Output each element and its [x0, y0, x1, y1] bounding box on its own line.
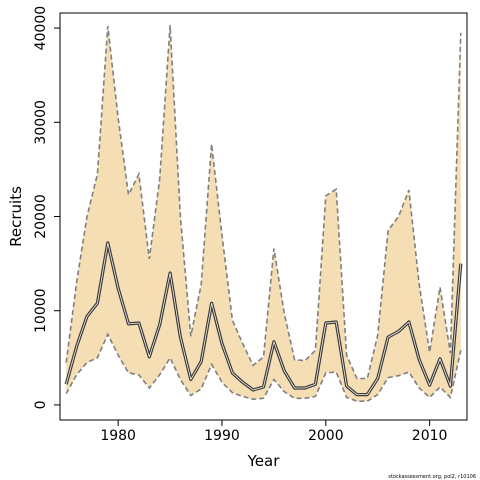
- lower-bound-line: [65, 332, 462, 403]
- x-axis: 1980 1990 2000 2010: [100, 420, 447, 444]
- y-axis-title: Recruits: [7, 186, 25, 247]
- upper-bound-line: [65, 25, 462, 380]
- source-footnote: stockassessment.org, pol2, r10106: [388, 474, 476, 480]
- estimate-line-core: [65, 242, 462, 396]
- y-tick-label: 20000: [33, 194, 49, 239]
- x-axis-title: Year: [247, 452, 281, 470]
- x-tick-label: 1990: [204, 428, 240, 444]
- x-tick-label: 2000: [308, 428, 344, 444]
- confidence-band-layer: [66, 25, 461, 402]
- y-tick-label: 0: [33, 400, 49, 409]
- y-tick-label: 30000: [33, 100, 49, 145]
- y-axis: 0 10000 20000 30000 40000: [33, 6, 60, 409]
- y-tick-label: 10000: [33, 288, 49, 333]
- estimate-line-layer: [64, 241, 463, 397]
- confidence-bounds-layer: [65, 25, 462, 403]
- x-tick-label: 2010: [412, 428, 448, 444]
- y-tick-label: 40000: [33, 6, 49, 51]
- confidence-band-area: [66, 25, 461, 402]
- x-tick-label: 1980: [100, 428, 136, 444]
